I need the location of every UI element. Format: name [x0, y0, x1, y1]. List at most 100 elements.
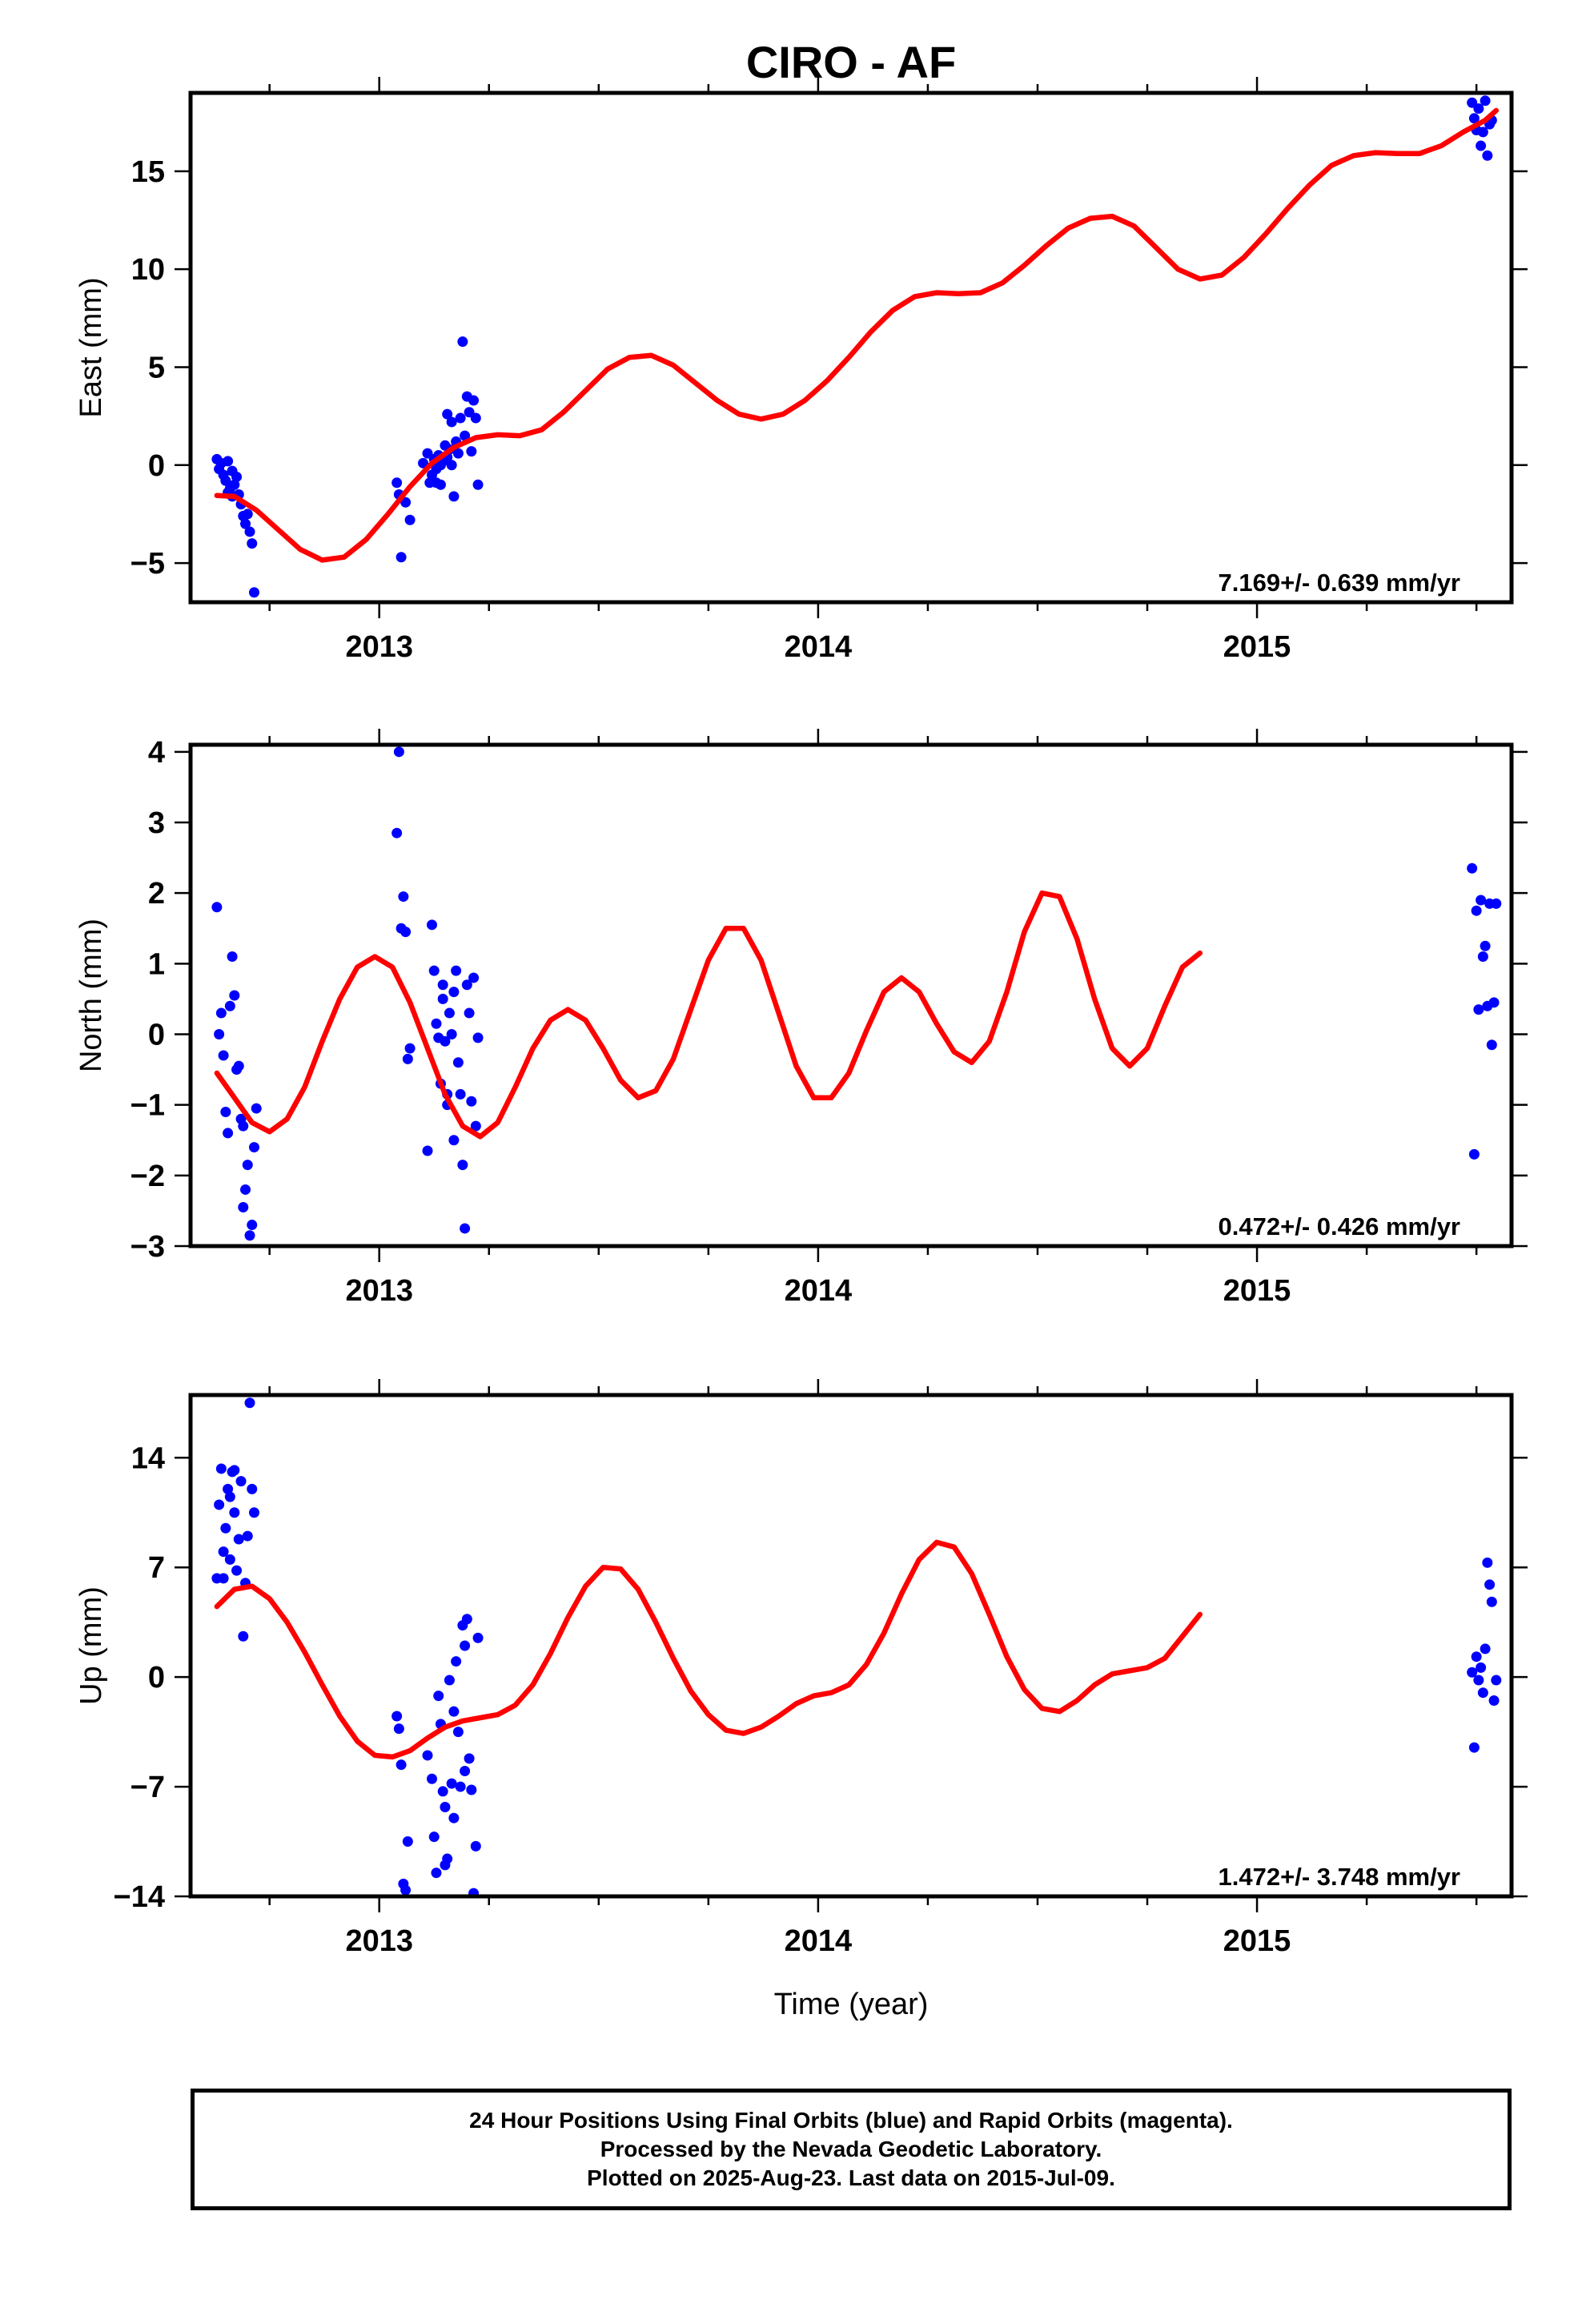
data-point [431, 477, 442, 489]
data-point [220, 475, 231, 486]
data-point [468, 1888, 480, 1896]
fit-line [214, 1539, 1203, 1760]
chart-title: CIRO - AF [746, 37, 956, 87]
data-point [472, 479, 484, 490]
data-point [224, 1554, 235, 1565]
data-point [1486, 1039, 1497, 1051]
data-point [224, 1000, 235, 1011]
data-point [248, 1142, 259, 1153]
data-point [404, 1043, 416, 1054]
data-point [437, 979, 448, 991]
x-tick-label: 2015 [1223, 1924, 1291, 1958]
data-point [464, 1753, 475, 1764]
data-point [448, 987, 460, 998]
y-tick-label: 2 [148, 877, 165, 911]
data-point [418, 457, 429, 468]
data-point [437, 993, 448, 1004]
y-tick-label: −5 [130, 547, 165, 581]
data-point [1467, 1667, 1478, 1678]
data-point [1477, 951, 1488, 963]
data-point [223, 1483, 234, 1494]
data-point [1482, 150, 1493, 161]
data-point [1471, 905, 1482, 916]
plot-frame [188, 90, 1514, 605]
y-tick-label: 15 [131, 155, 165, 189]
y-axis-label: Up (mm) [74, 1586, 108, 1705]
data-point [455, 1088, 466, 1100]
data-point [446, 416, 457, 428]
y-tick-label: 10 [131, 253, 165, 287]
data-point [422, 1750, 433, 1761]
data-point [444, 1675, 455, 1686]
data-point [220, 1106, 231, 1117]
data-point [391, 477, 403, 489]
data-point [242, 1530, 253, 1542]
plot-area [211, 95, 1500, 598]
plot-frame [188, 1393, 1514, 1899]
data-point [244, 526, 255, 537]
data-point [247, 1220, 258, 1231]
data-point [446, 1778, 457, 1789]
data-point [240, 1184, 251, 1195]
data-point [431, 1018, 442, 1029]
data-point [227, 951, 238, 963]
data-point [448, 1706, 460, 1717]
footer-line-3: Plotted on 2025-Aug-23. Last data on 201… [587, 2165, 1115, 2190]
data-point [1480, 940, 1491, 951]
data-point [457, 336, 468, 348]
data-point [440, 1035, 451, 1047]
data-point [1468, 113, 1480, 124]
data-point [404, 514, 416, 525]
y-tick-label: 0 [148, 1661, 165, 1695]
data-point [1488, 997, 1500, 1008]
data-point [460, 1766, 471, 1776]
rate-label: 1.472+/- 3.748 mm/yr [1219, 1863, 1460, 1891]
data-point [428, 965, 440, 976]
footer-box: 24 Hour Positions Using Final Orbits (bl… [191, 2089, 1512, 2210]
data-point [235, 1476, 247, 1487]
panel-north: 2013 2014 2015 −3 −2 −1 0 1 2 3 4 North (mm) 0.472+/… [74, 729, 1528, 1308]
data-point [244, 1230, 255, 1241]
y-tick-label: 0 [148, 1018, 165, 1051]
y-tick-label: 3 [148, 806, 165, 840]
data-point [1477, 127, 1488, 138]
data-point [1473, 1004, 1484, 1015]
data-point [229, 479, 240, 490]
x-axis-label: Time (year) [774, 1988, 929, 2021]
data-point [242, 1160, 253, 1171]
data-point [391, 827, 403, 838]
y-tick-label: 1 [148, 947, 165, 981]
x-tick-label: 2015 [1223, 1274, 1291, 1308]
data-point [400, 927, 412, 938]
data-point [1467, 862, 1478, 874]
data-point [400, 1884, 412, 1896]
data-point [426, 919, 437, 931]
data-point [244, 1397, 255, 1409]
panel-up: 2013 2014 2015 −14 −7 0 7 14 Up (mm) 1.472+/- 3.7… [74, 1379, 1528, 1958]
y-tick-label: −2 [130, 1160, 165, 1193]
data-point [428, 1831, 440, 1843]
data-point [1476, 140, 1487, 151]
data-point [468, 395, 480, 406]
data-point [215, 1463, 227, 1474]
data-point [426, 1773, 437, 1784]
y-tick-label: −1 [130, 1089, 165, 1123]
data-point [460, 1640, 471, 1651]
data-point [229, 990, 240, 1001]
data-point [1476, 1662, 1487, 1673]
data-point [398, 891, 409, 903]
y-tick-label: 14 [131, 1441, 165, 1475]
data-point [451, 1656, 462, 1667]
data-point [452, 1727, 464, 1738]
data-point [1477, 1687, 1488, 1699]
x-tick-label: 2013 [345, 630, 413, 664]
data-point [251, 1103, 262, 1114]
fit-line [214, 890, 1203, 1140]
rate-label: 7.169+/- 0.639 mm/yr [1219, 569, 1460, 597]
x-tick-label: 2014 [785, 1924, 853, 1958]
data-point [396, 1759, 407, 1771]
data-point [460, 430, 471, 441]
data-point [452, 1057, 464, 1068]
data-point [1488, 1695, 1500, 1706]
